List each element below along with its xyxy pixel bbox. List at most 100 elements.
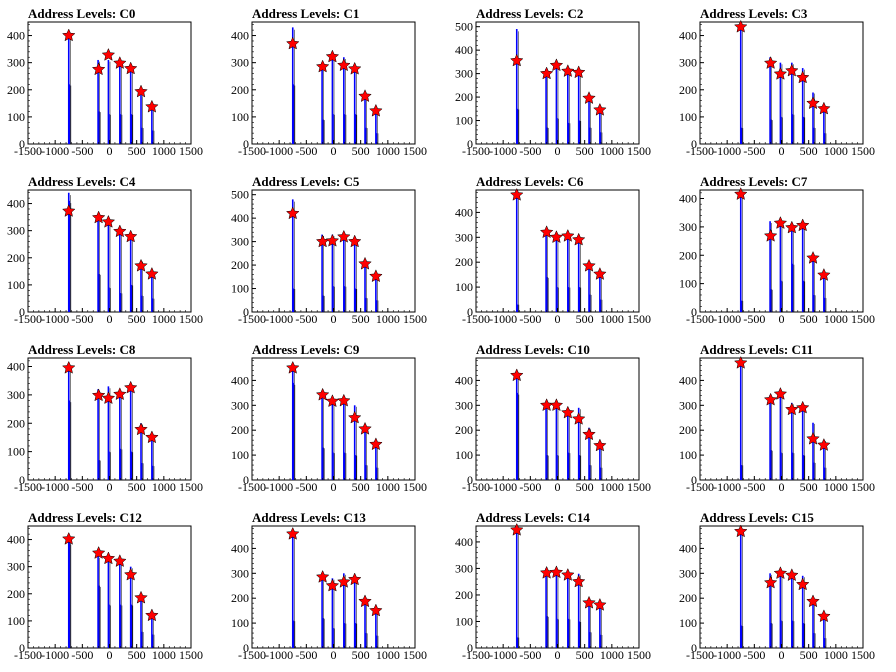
y-tick-label: 200 — [679, 83, 697, 97]
peak-marker — [773, 566, 788, 580]
y-tick-label: 100 — [7, 445, 25, 459]
y-tick-label: 300 — [231, 56, 249, 70]
peak-marker — [123, 229, 138, 243]
peak-marker — [369, 603, 383, 617]
chart-title: Address Levels: C8 — [28, 342, 136, 357]
y-tick-label: 200 — [455, 90, 473, 104]
peak-marker — [337, 574, 351, 588]
x-tick-label: 1000 — [376, 144, 400, 158]
peak-marker — [337, 393, 351, 407]
y-tick-label: 0 — [467, 641, 473, 655]
y-tick-label: 400 — [231, 541, 249, 555]
y-tick-label: 100 — [679, 616, 697, 630]
y-tick-label: 0 — [19, 473, 25, 487]
peak-marker — [134, 422, 148, 436]
x-tick-label: -1500 — [238, 480, 266, 494]
peak-marker — [593, 102, 607, 116]
peak-marker — [509, 187, 524, 201]
chart-12: Address Levels: C12 0 100 200 300 400 -1500 -10… — [7, 510, 203, 662]
y-tick-label: 100 — [455, 114, 473, 128]
y-tick-label: 400 — [231, 29, 249, 43]
y-tick-label: 0 — [691, 137, 697, 151]
peak-marker — [549, 58, 564, 72]
x-tick-label: 500 — [128, 312, 146, 326]
x-tick-label: 0 — [107, 144, 113, 158]
y-tick-label: 100 — [231, 282, 249, 296]
peak-marker — [145, 608, 159, 622]
x-tick-label: -1500 — [14, 312, 42, 326]
peak-marker — [593, 597, 607, 611]
y-tick-label: 0 — [243, 641, 249, 655]
x-tick-label: 500 — [128, 480, 146, 494]
peak-marker — [806, 96, 820, 110]
chart-8: Address Levels: C8 0 100 200 300 400 -1500 -100… — [7, 342, 203, 494]
x-tick-label: -500 — [71, 144, 93, 158]
x-tick-label: 1500 — [851, 312, 875, 326]
peak-marker — [315, 387, 330, 401]
x-tick-label: -1000 — [713, 144, 741, 158]
chart-7: Address Levels: C7 0 100 200 300 400 -1500 -100… — [679, 174, 875, 326]
peak-marker — [795, 400, 810, 414]
peak-marker — [795, 577, 810, 591]
x-tick-label: -1000 — [41, 312, 69, 326]
x-tick-label: 0 — [555, 648, 561, 662]
peak-marker — [347, 61, 362, 75]
peak-marker — [285, 36, 300, 50]
chart-0: Address Levels: C0 0 100 200 300 400 -1500 -100… — [7, 6, 203, 158]
y-tick-label: 100 — [679, 110, 697, 124]
chart-title: Address Levels: C4 — [28, 174, 136, 189]
peak-marker — [817, 609, 831, 623]
chart-title: Address Levels: C0 — [28, 6, 135, 21]
chart-title: Address Levels: C14 — [476, 510, 590, 525]
y-tick-label: 300 — [231, 566, 249, 580]
y-tick-label: 300 — [679, 398, 697, 412]
x-tick-label: 0 — [779, 648, 785, 662]
x-tick-label: 1000 — [600, 144, 624, 158]
peak-marker — [91, 62, 106, 76]
peak-marker — [285, 360, 300, 374]
peak-marker — [123, 61, 138, 75]
x-tick-label: -500 — [71, 648, 93, 662]
x-tick-label: -1000 — [41, 480, 69, 494]
chart-11: Address Levels: C11 0 100 200 300 400 -1500 -10… — [679, 342, 875, 494]
x-tick-label: 1500 — [627, 648, 651, 662]
y-tick-label: 0 — [243, 305, 249, 319]
peak-marker — [325, 49, 340, 63]
peak-marker — [817, 438, 831, 451]
peak-marker — [315, 569, 330, 583]
peak-marker — [561, 228, 575, 242]
x-tick-label: -500 — [519, 312, 541, 326]
x-tick-label: 0 — [555, 144, 561, 158]
chart-title: Address Levels: C1 — [252, 6, 359, 21]
peak-marker — [369, 103, 383, 117]
peak-marker — [773, 386, 788, 400]
peak-marker — [285, 526, 300, 540]
y-tick-label: 100 — [231, 448, 249, 462]
y-tick-label: 0 — [691, 305, 697, 319]
x-tick-label: 1500 — [851, 144, 875, 158]
y-tick-label: 300 — [679, 56, 697, 70]
x-tick-label: -1500 — [238, 144, 266, 158]
y-tick-label: 100 — [455, 614, 473, 628]
y-tick-label: 200 — [455, 255, 473, 269]
x-tick-label: 1000 — [824, 480, 848, 494]
x-tick-label: 0 — [107, 480, 113, 494]
y-tick-label: 200 — [455, 588, 473, 602]
chart-15: Address Levels: C15 0 100 200 300 400 -1500 -10… — [679, 510, 875, 662]
y-tick-label: 100 — [231, 110, 249, 124]
x-tick-label: 1000 — [824, 648, 848, 662]
x-tick-label: 0 — [779, 480, 785, 494]
y-tick-label: 100 — [679, 277, 697, 291]
x-tick-label: -1000 — [713, 480, 741, 494]
peak-marker — [733, 524, 748, 538]
x-tick-label: 1000 — [152, 480, 176, 494]
peak-marker — [795, 218, 810, 232]
peak-marker — [337, 58, 351, 72]
peak-marker — [785, 63, 799, 77]
peak-marker — [61, 360, 76, 374]
y-tick-label: 200 — [231, 423, 249, 437]
x-tick-label: 1000 — [376, 312, 400, 326]
y-tick-label: 100 — [455, 280, 473, 294]
peak-marker — [347, 410, 362, 424]
peak-marker — [763, 575, 778, 589]
